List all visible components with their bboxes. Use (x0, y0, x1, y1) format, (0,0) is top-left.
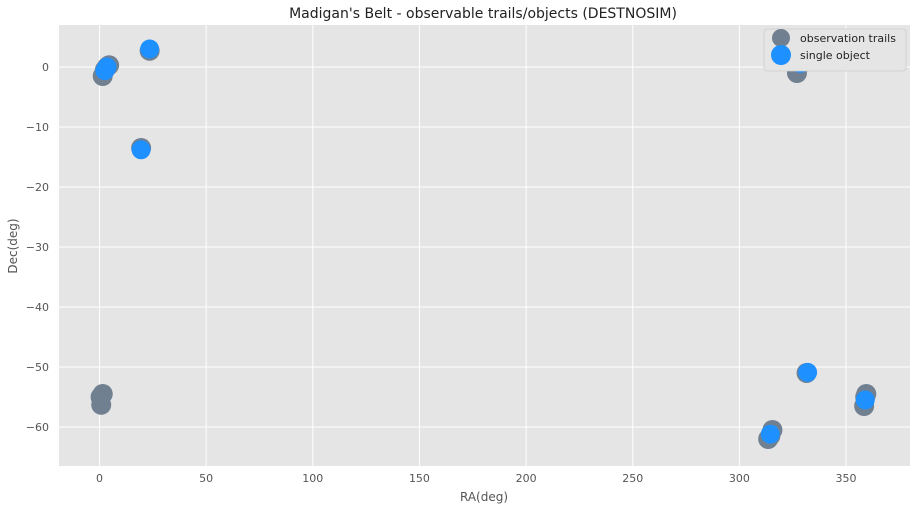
single-object-point (97, 57, 117, 77)
legend-label-observation-trails: observation trails (800, 32, 896, 45)
observation-trail-point (91, 394, 112, 415)
chart-title: Madigan's Belt - observable trails/objec… (289, 6, 677, 22)
x-tick-label: 150 (409, 472, 430, 485)
single-object-point (855, 390, 875, 410)
y-tick-label: −20 (26, 181, 49, 194)
legend: observation trails single object (763, 28, 907, 72)
single-object-point (140, 39, 160, 59)
y-tick-label: −30 (26, 241, 49, 254)
x-tick-labels: 0 50 100 150 200 250 300 350 (96, 472, 856, 485)
y-tick-label: −60 (26, 421, 49, 434)
y-tick-label: −40 (26, 301, 49, 314)
data-points (90, 39, 877, 449)
y-tick-labels: 0 −10 −20 −30 −40 −50 −60 (26, 61, 49, 434)
grid-lines (59, 25, 910, 466)
y-tick-label: −50 (26, 361, 49, 374)
single-object-point (131, 140, 151, 160)
x-tick-label: 350 (836, 472, 857, 485)
y-tick-label: −10 (26, 121, 49, 134)
y-tick-label: 0 (42, 61, 49, 74)
plot-area (59, 25, 910, 466)
legend-box (763, 28, 907, 72)
single-object-point (798, 362, 818, 382)
legend-marker-single-object (771, 45, 791, 65)
legend-marker-observation-trails (772, 29, 790, 47)
x-tick-label: 300 (729, 472, 750, 485)
y-axis-label: Dec(deg) (6, 218, 20, 273)
x-axis-label: RA(deg) (460, 490, 508, 504)
single-object-point (760, 424, 780, 444)
legend-label-single-object: single object (800, 49, 871, 62)
x-tick-label: 100 (302, 472, 323, 485)
x-tick-label: 0 (96, 472, 103, 485)
x-tick-label: 50 (199, 472, 213, 485)
x-tick-label: 250 (622, 472, 643, 485)
x-tick-label: 200 (516, 472, 537, 485)
